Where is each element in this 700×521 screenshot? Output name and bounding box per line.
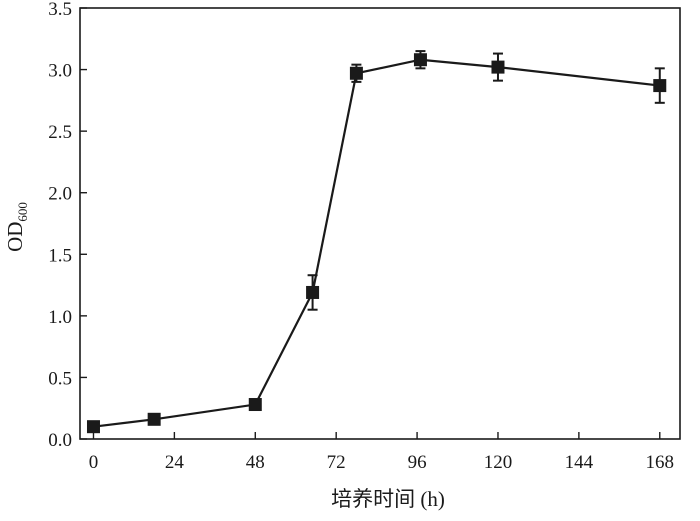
x-tick-label: 24 bbox=[165, 452, 185, 473]
plot-frame bbox=[79, 7, 681, 440]
series-line bbox=[93, 58, 660, 428]
plot-border bbox=[79, 7, 681, 440]
y-axis-title-subscript: 600 bbox=[15, 202, 30, 222]
data-point bbox=[349, 66, 363, 80]
y-tick-label: 0.5 bbox=[48, 368, 72, 389]
y-tick-label: 1.5 bbox=[48, 245, 72, 266]
y-tick-label: 3.0 bbox=[48, 61, 72, 82]
data-point bbox=[86, 420, 100, 434]
y-axis-title-main: OD bbox=[3, 222, 27, 252]
y-tick-label: 3.5 bbox=[48, 0, 72, 20]
y-tick-label: 2.5 bbox=[48, 122, 72, 143]
data-point bbox=[306, 285, 320, 299]
x-tick-label: 48 bbox=[246, 452, 265, 473]
x-tick-label: 168 bbox=[646, 452, 675, 473]
y-axis-title: OD600 bbox=[3, 202, 30, 252]
data-point bbox=[491, 60, 505, 74]
x-tick-label: 72 bbox=[327, 452, 346, 473]
series-layer bbox=[86, 50, 667, 434]
x-axis: 0 24 48 72 96 120 144 168 bbox=[89, 432, 674, 473]
x-tick-label: 144 bbox=[565, 452, 594, 473]
x-tick-label: 120 bbox=[484, 452, 513, 473]
x-tick-label: 96 bbox=[408, 452, 427, 473]
data-point bbox=[653, 79, 667, 93]
y-axis: 0.0 0.5 1.0 1.5 2.0 2.5 3.0 3.5 bbox=[48, 0, 87, 451]
data-point bbox=[248, 398, 262, 412]
x-axis-title: 培养时间 (h) bbox=[331, 487, 445, 511]
y-tick-label: 0.0 bbox=[48, 430, 72, 451]
x-tick-label: 0 bbox=[89, 452, 99, 473]
y-tick-label: 2.0 bbox=[48, 184, 72, 205]
data-point bbox=[413, 53, 427, 67]
y-tick-label: 1.0 bbox=[48, 307, 72, 328]
data-point bbox=[147, 412, 161, 426]
